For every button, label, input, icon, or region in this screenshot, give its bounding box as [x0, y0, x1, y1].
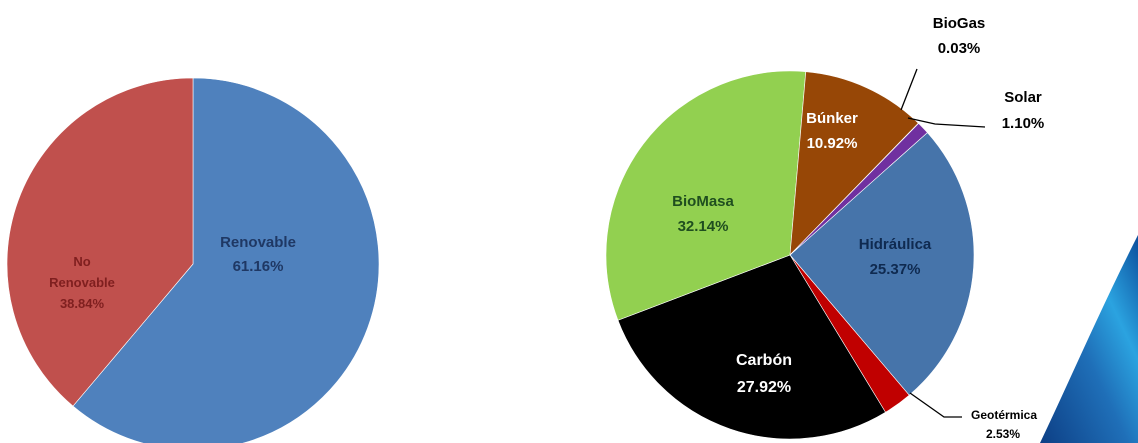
label-hidraulica-name: Hidráulica [859, 236, 932, 253]
label-renovable-name: Renovable [220, 234, 296, 251]
slice-label-no-renovable: No Renovable 38.84% [49, 254, 115, 311]
label-carbon-value: 27.92% [737, 379, 791, 396]
label-biomasa-value: 32.14% [678, 218, 729, 235]
pie-slice-hidraulica [789, 132, 975, 396]
slice-label-biomasa: BioMasa 32.14% [672, 193, 734, 235]
pie-slice-no-renovable [6, 77, 194, 407]
slice-label-biogas: BioGas 0.03% [933, 15, 986, 57]
pie-slice-bunker [789, 71, 919, 256]
leader-line-solar [907, 117, 986, 128]
pie-slice-renovable [72, 77, 380, 443]
label-no-renovable-line2: Renovable [49, 275, 115, 290]
label-solar-value: 1.10% [1002, 115, 1045, 132]
pie-chart-sources: Hidráulica 25.37% Geotérmica 2.53% Carbó… [605, 15, 1045, 441]
label-no-renovable-line1: No [73, 254, 90, 269]
slice-label-renovable: Renovable 61.16% [220, 234, 296, 275]
label-no-renovable-value: 38.84% [60, 296, 105, 311]
label-geotermica-value: 2.53% [986, 427, 1020, 441]
leader-line-geotermica [909, 392, 962, 418]
pie-slice-carbon [617, 254, 886, 440]
leader-line-biogas [900, 68, 918, 111]
label-renovable-value: 61.16% [233, 258, 284, 275]
slice-label-hidraulica: Hidráulica 25.37% [859, 236, 932, 278]
pie-chart-renovable: Renovable 61.16% No Renovable 38.84% [6, 77, 380, 443]
pie-right-slices [605, 70, 975, 440]
slice-label-solar: Solar 1.10% [1002, 89, 1045, 132]
label-hidraulica-value: 25.37% [870, 261, 921, 278]
pie-left-slices [6, 77, 380, 443]
pie-slice-biomasa [605, 70, 807, 321]
label-biogas-value: 0.03% [938, 40, 981, 57]
label-biomasa-name: BioMasa [672, 193, 734, 210]
label-carbon-name: Carbón [736, 352, 792, 369]
label-biogas-name: BioGas [933, 15, 986, 32]
slice-label-geotermica: Geotérmica 2.53% [971, 408, 1037, 441]
label-bunker-name: Búnker [806, 110, 858, 127]
slice-label-carbon: Carbón 27.92% [736, 352, 792, 396]
label-geotermica-name: Geotérmica [971, 408, 1037, 422]
slice-label-bunker: Búnker 10.92% [806, 110, 858, 152]
label-bunker-value: 10.92% [807, 135, 858, 152]
pie-slice-solar [789, 122, 928, 256]
decorative-corner-graphic [1040, 235, 1138, 443]
label-solar-name: Solar [1004, 89, 1042, 106]
